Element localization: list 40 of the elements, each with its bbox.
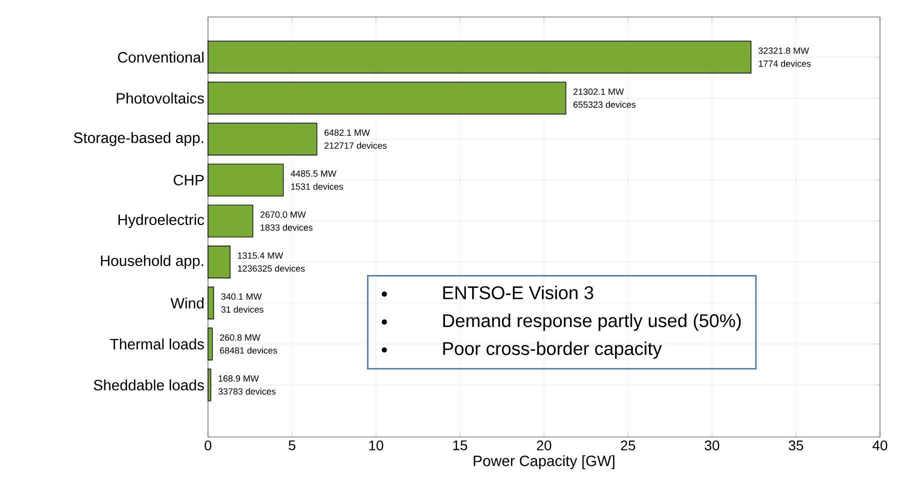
y-tick-label: Hydroelectric [118,214,204,228]
y-tick-label: Household app. [101,255,204,269]
text: 1833 devices [260,224,313,231]
text: 340.1 MW [221,293,262,300]
text: 655323 devices [574,101,636,108]
text: 6482.1 MW [324,129,370,136]
text: 21302.1 MW [574,88,624,95]
annotation: Demand response partly used (50%) [443,314,741,331]
y-tick-label: Wind [170,298,204,308]
text: 260.8 MW [220,334,260,341]
annotation: ENTSO-E Vision 3 [443,286,594,300]
x-tick-label: 35 [788,440,804,450]
text: 4485.5 MW [290,170,336,177]
text: 2670.0 MW [260,211,306,218]
annotation: Poor cross-border capacity [443,342,662,359]
y-tick-label: Sheddable loads [94,379,204,390]
y-tick-label: Thermal loads [110,338,204,350]
x-tick-label: 40 [872,440,888,450]
text: 212717 devices [324,142,387,149]
text: 1531 devices [291,183,344,190]
x-tick-label: 25 [620,440,636,450]
text: 31 devices [221,306,264,313]
x-tick-label: 5 [288,440,296,450]
y-tick-label: CHP [174,174,204,186]
text: 68481 devices [220,347,278,354]
x-tick-label: 15 [453,440,468,450]
x-tick-label: 10 [369,440,384,450]
y-tick-label: Storage-based app. [74,132,204,146]
text: 32321.8 MW [758,48,809,54]
y-tick-label: Photovoltaics [116,92,204,104]
x-tick-label: 0 [204,440,212,450]
text: 1315.4 MW [238,252,284,259]
x-tick-label: 20 [536,440,552,450]
text: 168.9 MW [218,375,259,382]
text: 1236325 devices [238,265,305,272]
text: 33783 devices [218,388,276,395]
text: 1774 devices [758,60,811,67]
x-axis-title: Power Capacity [GW] [474,455,614,470]
y-tick-label: Conventional [118,52,204,63]
x-tick-label: 30 [704,440,720,450]
